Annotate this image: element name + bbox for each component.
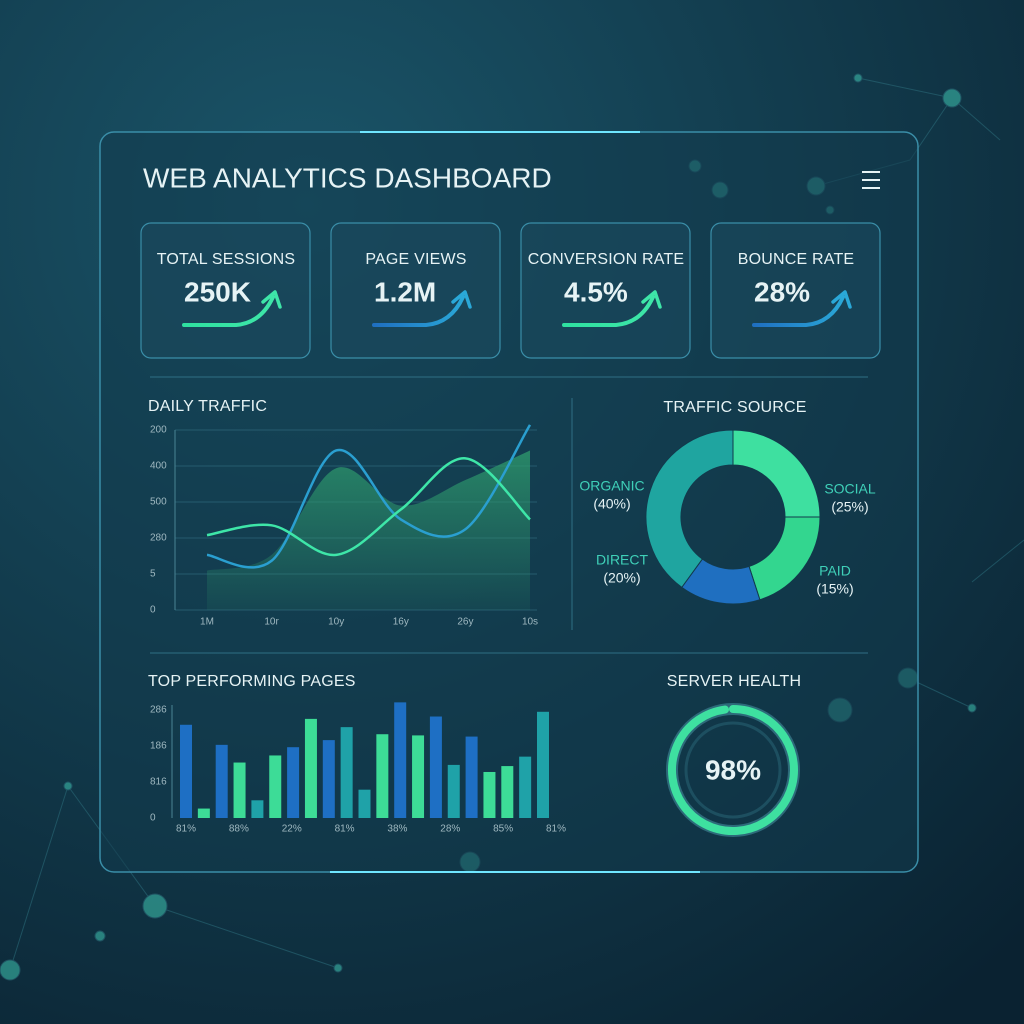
- y-tick-label: 0: [150, 605, 156, 616]
- bar: [376, 734, 389, 818]
- bar: [394, 702, 407, 818]
- bar: [537, 711, 549, 818]
- chart-title: TRAFFIC SOURCE: [663, 399, 806, 416]
- bar: [519, 756, 532, 818]
- line: [206, 424, 532, 569]
- y-tick-label: 5: [150, 569, 156, 580]
- kpi-label: TOTAL SESSIONS: [157, 251, 296, 268]
- trend-arrowhead: [831, 290, 852, 309]
- slice-label: SOCIAL: [824, 481, 876, 497]
- kpi-value: 250K: [184, 276, 251, 307]
- trend-arrowhead: [451, 290, 472, 309]
- x-tick-label: 81%: [546, 824, 566, 835]
- bar: [358, 789, 371, 818]
- y-tick-label: 186: [150, 741, 167, 752]
- chart-title: TOP PERFORMING PAGES: [148, 673, 356, 690]
- kpi-label: CONVERSION RATE: [528, 251, 685, 268]
- kpi-value: 28%: [754, 276, 810, 307]
- gauge-track: [684, 721, 782, 819]
- x-tick-label: 38%: [387, 824, 407, 835]
- donut-slice: [681, 558, 761, 605]
- bar: [483, 771, 496, 818]
- bar: [233, 762, 246, 818]
- y-tick-label: 400: [150, 461, 167, 472]
- y-tick-label: 0: [150, 813, 156, 824]
- trend-arrow: [562, 295, 655, 327]
- bar: [269, 755, 282, 818]
- donut-slice: [645, 429, 734, 589]
- trend-arrow: [182, 295, 275, 327]
- bar: [251, 800, 264, 818]
- bar: [322, 740, 335, 818]
- slice-value: (40%): [593, 496, 630, 512]
- y-tick-label: 200: [150, 425, 167, 436]
- y-tick-label: 286: [150, 705, 167, 716]
- gauge-arc: [668, 705, 798, 835]
- bar: [447, 764, 460, 818]
- x-tick-label: 81%: [176, 824, 196, 835]
- slice-value: (25%): [831, 499, 868, 515]
- x-tick-label: 28%: [440, 824, 460, 835]
- chart-title: DAILY TRAFFIC: [148, 398, 267, 415]
- trend-arrow: [752, 295, 845, 327]
- area: [207, 450, 530, 610]
- x-tick-label: 10r: [264, 617, 279, 628]
- slice-label: ORGANIC: [579, 478, 644, 494]
- x-tick-label: 88%: [229, 824, 249, 835]
- kpi-label: BOUNCE RATE: [738, 251, 855, 268]
- bar: [180, 724, 192, 818]
- x-tick-label: 16y: [393, 617, 409, 628]
- y-tick-label: 280: [150, 533, 167, 544]
- bar: [340, 727, 353, 818]
- bar: [429, 716, 442, 818]
- x-tick-label: 85%: [493, 824, 513, 835]
- trend-arrowhead: [641, 290, 662, 309]
- kpi-label: PAGE VIEWS: [365, 251, 466, 268]
- bar: [501, 766, 514, 818]
- bar: [412, 735, 425, 818]
- x-tick-label: 10s: [522, 617, 538, 628]
- kpi-value: 1.2M: [374, 276, 436, 307]
- trend-arrow: [372, 295, 465, 327]
- kpi-value: 4.5%: [564, 276, 628, 307]
- bar: [465, 736, 478, 818]
- slice-value: (15%): [816, 581, 853, 597]
- slice-value: (20%): [603, 570, 640, 586]
- slice-label: PAID: [819, 563, 851, 579]
- line: [206, 457, 531, 557]
- gauge-value: 98%: [705, 754, 761, 785]
- slice-label: DIRECT: [596, 552, 649, 568]
- x-tick-label: 1M: [200, 617, 214, 628]
- dashboard-title: WEB ANALYTICS DASHBOARD: [143, 162, 552, 193]
- bar: [215, 744, 228, 818]
- x-tick-label: 10y: [328, 617, 344, 628]
- y-tick-label: 816: [150, 777, 167, 788]
- menu-icon[interactable]: [862, 171, 880, 189]
- bar: [304, 718, 317, 818]
- x-tick-label: 26y: [457, 617, 473, 628]
- x-tick-label: 22%: [282, 824, 302, 835]
- chart-title: SERVER HEALTH: [667, 673, 802, 690]
- y-tick-label: 500: [150, 497, 167, 508]
- trend-arrowhead: [261, 290, 282, 309]
- bar: [197, 808, 210, 818]
- x-tick-label: 81%: [335, 824, 355, 835]
- bar: [287, 747, 300, 818]
